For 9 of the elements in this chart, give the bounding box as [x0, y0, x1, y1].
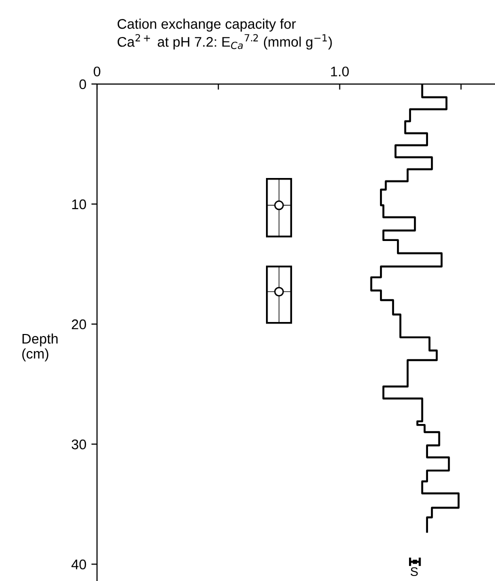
y-axis-title: Depth (cm) — [22, 333, 58, 362]
x-tick-label: 1.0 — [331, 66, 349, 76]
y-tick-label: 20 — [72, 319, 86, 330]
y-tick-label: 30 — [72, 439, 86, 450]
text: Cation exchange capacity for Ca$^{2+}$ at pH 7.2: E$_{Ca}$$^{7.2}$ (mmol g$^{−1}$) — [118, 18, 332, 50]
y-tick-label: 10 — [72, 199, 86, 210]
y-tick-label: 40 — [71, 560, 86, 570]
annotation: S — [410, 567, 418, 576]
y-tick-label: 0 — [79, 79, 86, 90]
